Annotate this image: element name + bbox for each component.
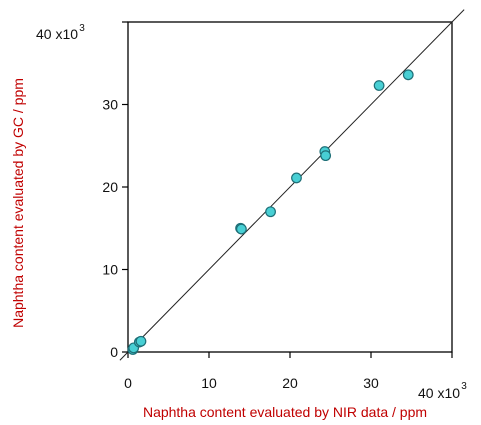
y-tick-label: 10 [102, 262, 118, 278]
y-tick-label: 40 x10 [36, 26, 78, 42]
reference-line-layer [119, 9, 465, 361]
y-axis-label: Naphtha content evaluated by GC / ppm [10, 78, 26, 328]
data-points-layer [127, 69, 414, 355]
data-point [320, 150, 332, 162]
x-tick-label: 10 [201, 375, 217, 391]
x-tick-label: 0 [124, 375, 132, 391]
x-tick-label: 40 x10 [418, 385, 460, 401]
data-point [373, 80, 385, 91]
x-tick-label: 20 [282, 375, 298, 391]
data-point [402, 69, 414, 81]
y-tick-label: 20 [102, 179, 118, 195]
x-axis-label: Naphtha content evaluated by NIR data / … [143, 404, 427, 420]
x-tick-exponent: 3 [461, 381, 467, 392]
data-point [291, 172, 302, 184]
data-point [235, 223, 247, 235]
reference-line [119, 9, 465, 361]
y-tick-exponent: 3 [79, 23, 85, 34]
y-tick-label: 0 [110, 344, 118, 360]
labels-layer: Naphtha content evaluated by NIR data / … [10, 78, 427, 420]
y-tick-label: 30 [102, 97, 118, 113]
x-tick-label: 30 [363, 375, 379, 391]
data-point [135, 335, 147, 347]
data-point [265, 206, 276, 218]
